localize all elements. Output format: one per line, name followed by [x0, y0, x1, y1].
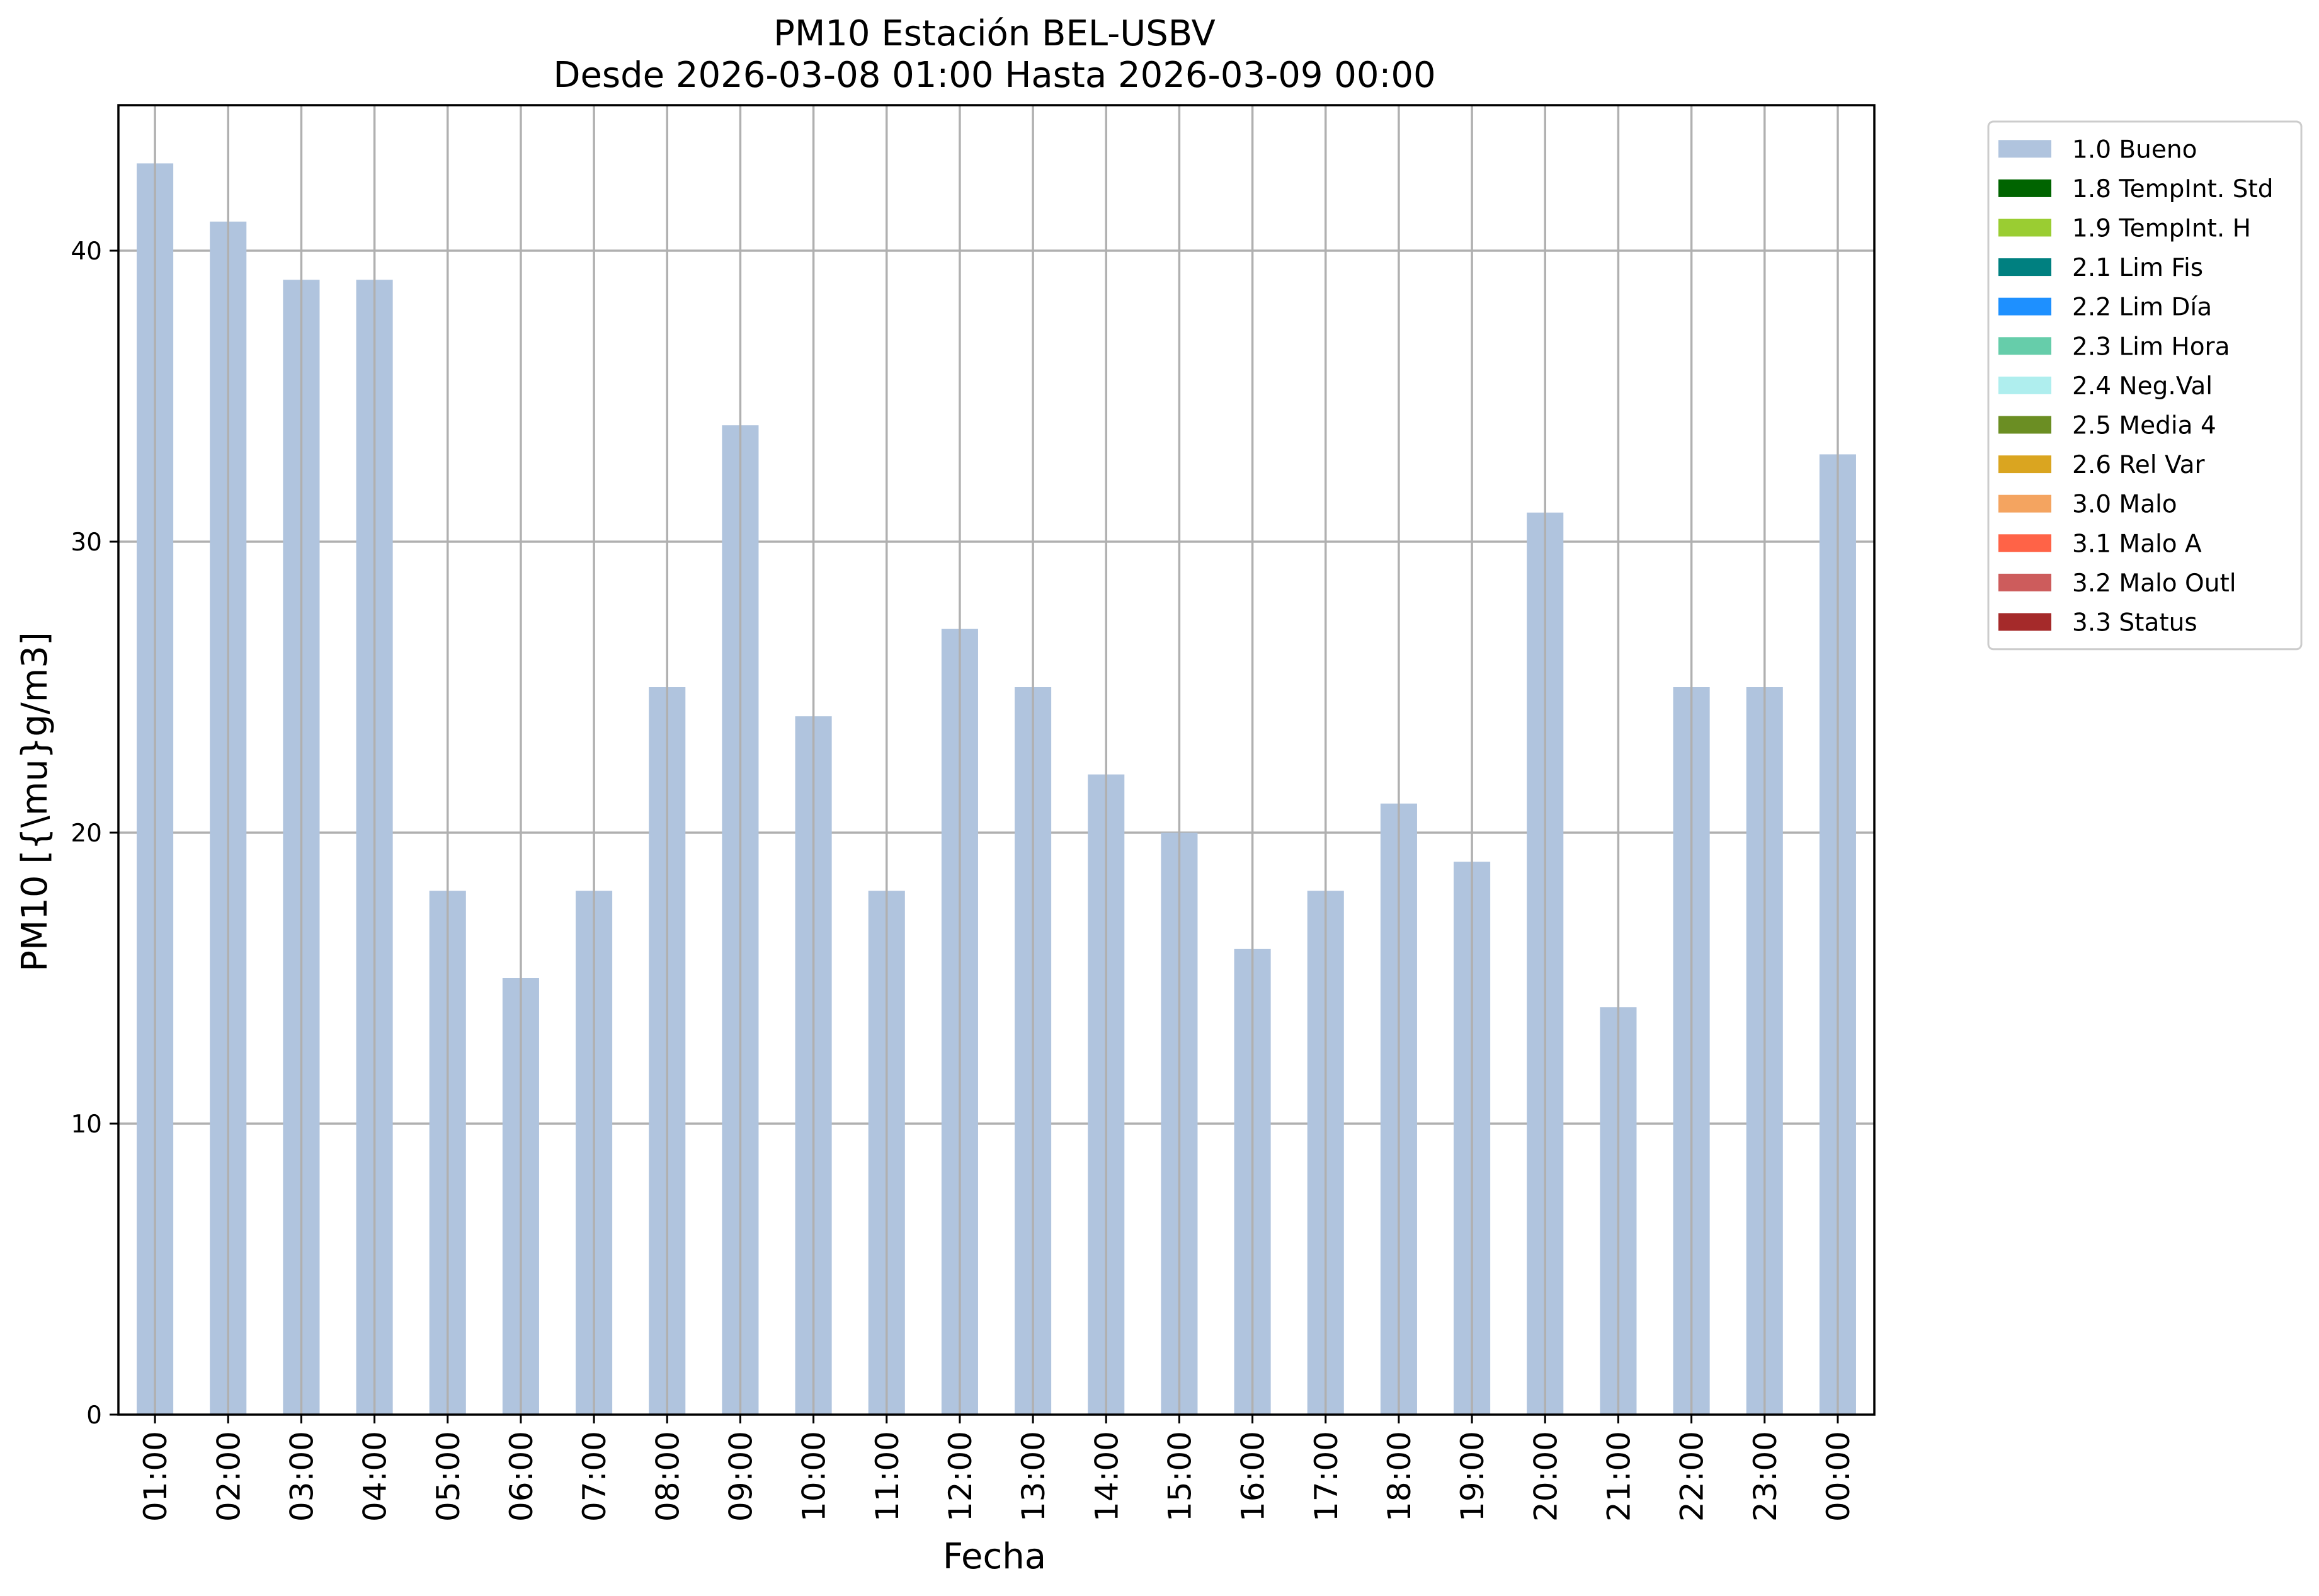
- x-tick-label: 16:00: [1235, 1431, 1272, 1522]
- legend-label: 3.1 Malo A: [2072, 530, 2202, 558]
- legend-label: 2.5 Media 4: [2072, 412, 2216, 440]
- legend-swatch: [1998, 494, 2051, 513]
- legend-label: 3.0 Malo: [2072, 491, 2177, 519]
- legend-swatch: [1998, 140, 2051, 158]
- x-tick-label: 14:00: [1088, 1431, 1125, 1522]
- legend-label: 1.9 TempInt. H: [2072, 215, 2251, 243]
- legend-swatch: [1998, 219, 2051, 237]
- x-tick-label: 00:00: [1820, 1431, 1857, 1522]
- x-axis-label: Fecha: [943, 1536, 1046, 1577]
- x-tick-label: 12:00: [942, 1431, 979, 1522]
- legend-swatch: [1998, 258, 2051, 276]
- legend-label: 3.3 Status: [2072, 609, 2197, 637]
- x-tick-label: 02:00: [210, 1431, 247, 1522]
- y-axis-label: PM10 [{\mu}g/m3]: [14, 632, 55, 972]
- x-tick-label: 10:00: [796, 1431, 833, 1522]
- x-tick-label: 07:00: [576, 1431, 613, 1522]
- legend-swatch: [1998, 376, 2051, 394]
- legend-swatch: [1998, 179, 2051, 197]
- x-tick-label: 21:00: [1600, 1431, 1637, 1522]
- legend-label: 1.8 TempInt. Std: [2072, 175, 2273, 203]
- x-tick-label: 03:00: [283, 1431, 320, 1522]
- y-tick-label: 20: [71, 819, 102, 848]
- x-tick-label: 04:00: [357, 1431, 394, 1522]
- legend-swatch: [1998, 297, 2051, 316]
- legend: 1.0 Bueno 1.8 TempInt. Std 1.9 TempInt. H 2…: [1987, 120, 2303, 651]
- x-tick-label: 15:00: [1161, 1431, 1198, 1522]
- axes-layer: 0 10 20 30 40 01:00 02:00 03:00 04:00 05:00 06:00 0…: [71, 104, 1876, 1522]
- chart-subtitle: Desde 2026-03-08 01:00 Hasta 2026-03-09 …: [553, 55, 1435, 96]
- legend-label: 1.0 Bueno: [2072, 135, 2197, 164]
- bars-layer: [137, 163, 1856, 1415]
- legend-swatch: [1998, 573, 2051, 591]
- x-tick-label: 09:00: [722, 1431, 759, 1522]
- chart-title: PM10 Estación BEL-USBV: [773, 13, 1216, 54]
- y-tick-label: 10: [71, 1110, 102, 1139]
- legend-label: 2.2 Lim Día: [2072, 294, 2212, 322]
- x-tick-label: 08:00: [649, 1431, 686, 1522]
- y-tick-label: 40: [71, 237, 102, 266]
- plot-frame: [117, 104, 1876, 1416]
- legend-label: 2.1 Lim Fis: [2072, 254, 2203, 282]
- x-tick-label: 06:00: [503, 1431, 540, 1522]
- x-tick-label: 05:00: [430, 1431, 467, 1522]
- x-tick-label: 17:00: [1308, 1431, 1345, 1522]
- y-tick-label: 30: [71, 528, 102, 557]
- grid-layer: [118, 249, 1874, 1125]
- legend-swatch: [1998, 455, 2051, 474]
- y-tick-label: 0: [86, 1401, 102, 1430]
- legend-swatch: [1998, 534, 2051, 552]
- legend-label: 2.3 Lim Hora: [2072, 333, 2230, 361]
- legend-label: 2.6 Rel Var: [2072, 451, 2206, 479]
- x-tick-label: 18:00: [1381, 1431, 1418, 1522]
- legend-label: 2.4 Neg.Val: [2072, 372, 2213, 401]
- legend-label: 3.2 Malo Outl: [2072, 569, 2236, 598]
- x-tick-label: 22:00: [1674, 1431, 1711, 1522]
- x-tick-label: 01:00: [137, 1431, 174, 1522]
- x-tick-label: 13:00: [1015, 1431, 1052, 1522]
- x-tick-label: 23:00: [1747, 1431, 1784, 1522]
- x-tick-label: 20:00: [1527, 1431, 1564, 1522]
- x-tick-label: 11:00: [869, 1431, 906, 1522]
- legend-box: [1987, 120, 2303, 651]
- legend-swatch: [1998, 613, 2051, 631]
- x-tick-label: 19:00: [1454, 1431, 1491, 1522]
- legend-swatch: [1998, 337, 2051, 355]
- legend-swatch: [1998, 416, 2051, 434]
